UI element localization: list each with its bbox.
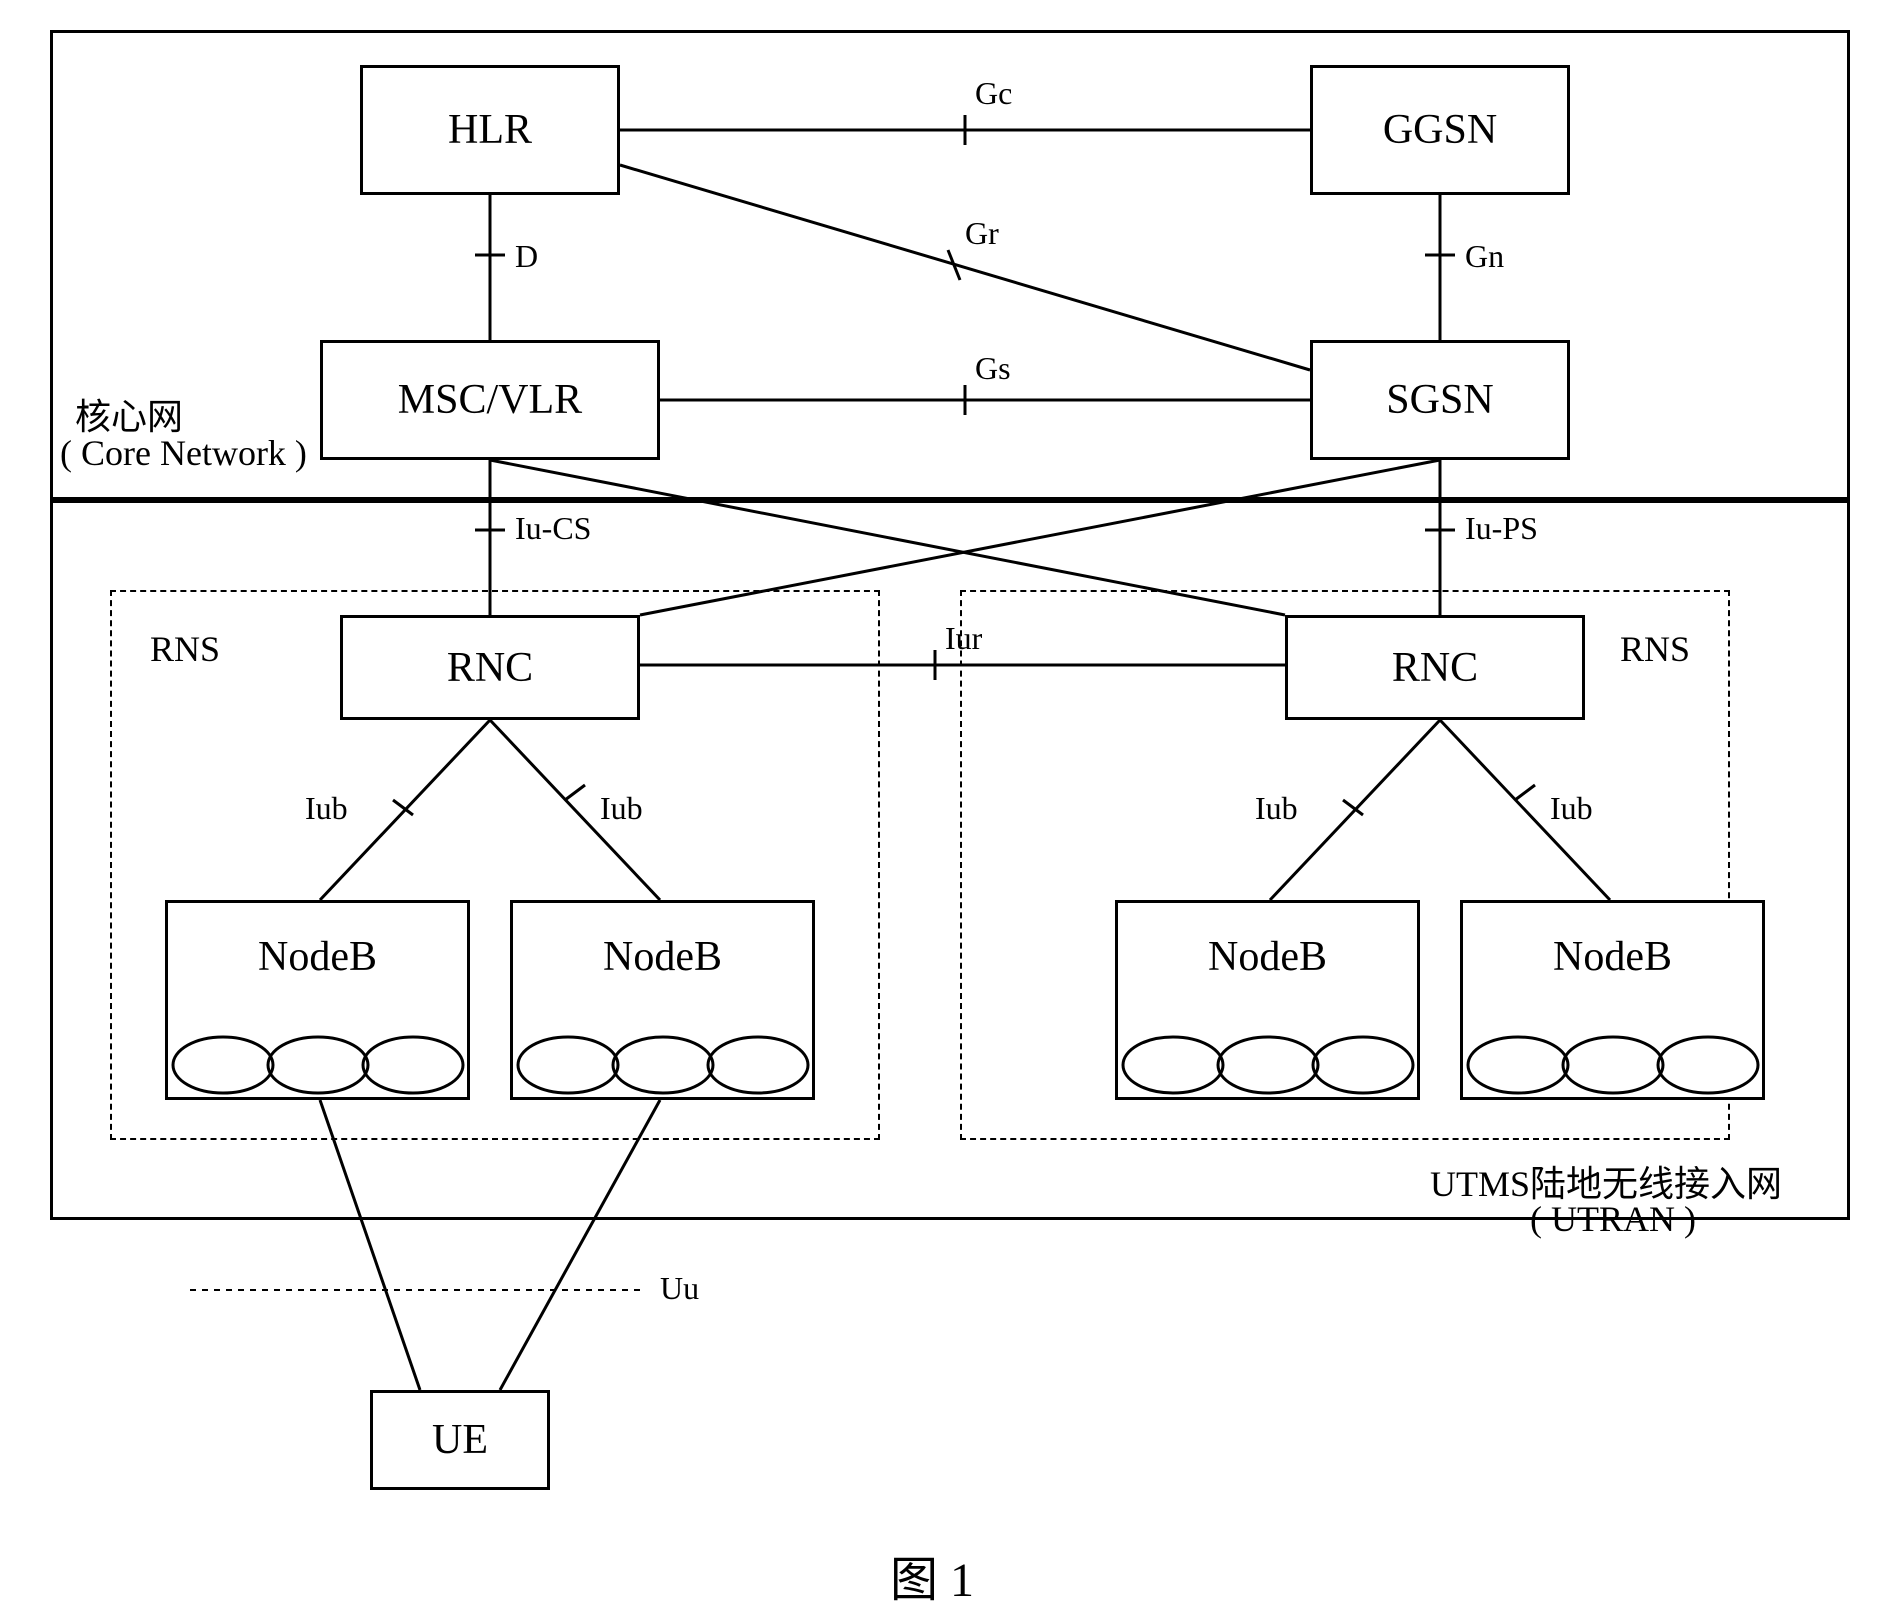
mscvlr-node: MSC/VLR [320,340,660,460]
nodeb1-label: NodeB [258,933,377,981]
rnc2-label: RNC [1392,644,1478,692]
nodeb2-label: NodeB [603,933,722,981]
iups-label: Iu-PS [1465,510,1538,547]
d-label: D [515,238,538,275]
hlr-node: HLR [360,65,620,195]
gr-label: Gr [965,215,999,252]
mscvlr-label: MSC/VLR [398,376,582,424]
nodeb4-cells [1463,1030,1763,1100]
nodeb3-label: NodeB [1208,933,1327,981]
iub3-label: Iub [1255,790,1298,827]
rnc2-node: RNC [1285,615,1585,720]
iub2-label: Iub [600,790,643,827]
hlr-label: HLR [448,106,532,154]
gn-label: Gn [1465,238,1504,275]
rnc1-label: RNC [447,644,533,692]
gs-label: Gs [975,350,1011,387]
nodeb1-cells [168,1030,468,1100]
rnc1-node: RNC [340,615,640,720]
ggsn-node: GGSN [1310,65,1570,195]
sgsn-node: SGSN [1310,340,1570,460]
ue-node: UE [370,1390,550,1490]
sgsn-label: SGSN [1386,376,1493,424]
utran-en-label: ( UTRAN ) [1530,1198,1696,1240]
iucs-label: Iu-CS [515,510,591,547]
core-en-label: ( Core Network ) [60,432,307,474]
iub4-label: Iub [1550,790,1593,827]
nodeb2-cells [513,1030,813,1100]
ggsn-label: GGSN [1383,106,1497,154]
gc-label: Gc [975,75,1012,112]
iub1-label: Iub [305,790,348,827]
figure-caption: 图 1 [890,1540,974,1610]
iur-label: Iur [945,620,982,657]
ue-label: UE [432,1416,488,1464]
nodeb3-cells [1118,1030,1418,1100]
diagram-container: HLR GGSN MSC/VLR SGSN RNC RNC NodeB Node… [0,0,1886,1622]
nodeb4-label: NodeB [1553,933,1672,981]
rns1-label: RNS [150,628,220,670]
uu-label: Uu [660,1270,699,1307]
rns2-label: RNS [1620,628,1690,670]
